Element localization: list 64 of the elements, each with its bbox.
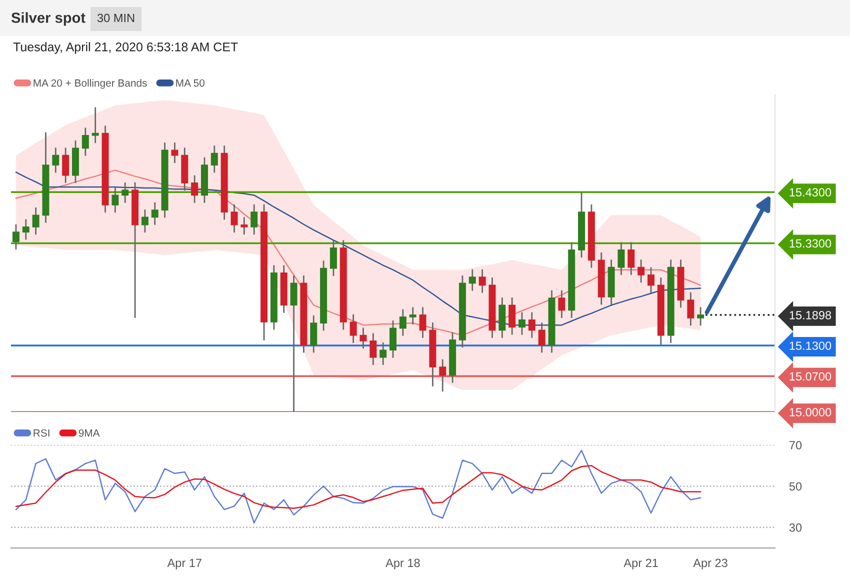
candlestick: [638, 258, 645, 284]
x-tick-label: Apr 18: [386, 558, 420, 570]
y-tick-label: 15.1300: [790, 342, 832, 350]
candlestick: [22, 218, 30, 240]
y-tick-label: 15.0000: [790, 408, 832, 416]
candlestick: [290, 274, 298, 412]
line-series: [15, 464, 702, 509]
candlestick: [399, 308, 406, 337]
candlestick: [468, 268, 476, 292]
chart-title: Silver spot: [11, 12, 86, 26]
legend-label: MA 20 + Bollinger Bands: [34, 79, 147, 89]
candlestick: [210, 144, 218, 174]
candlestick: [141, 208, 148, 234]
y-tick-label: 50: [789, 482, 802, 491]
candlestick: [618, 242, 625, 276]
candlestick: [538, 322, 546, 354]
candlestick: [478, 268, 486, 294]
candlestick: [92, 106, 99, 144]
candlestick: [687, 292, 694, 326]
candlestick: [419, 306, 426, 339]
chart-subtitle: Tuesday, April 21, 2020 6:53:18 AM CET: [13, 42, 238, 54]
legend-label: MA 50: [176, 79, 204, 87]
candlestick: [697, 306, 704, 326]
candlestick: [12, 224, 20, 250]
candlestick: [409, 306, 416, 326]
legend-label: RSI: [34, 429, 50, 437]
candlestick: [82, 127, 89, 157]
candlestick: [360, 326, 367, 350]
candlestick: [518, 312, 526, 336]
x-tick-label: Apr 23: [693, 558, 728, 570]
candlestick: [32, 206, 40, 236]
candlestick: [439, 358, 446, 392]
y-tick-label: 15.0700: [790, 372, 832, 381]
candlestick: [647, 266, 654, 294]
candlestick: [390, 320, 396, 358]
y-tick-label: 15.3300: [790, 239, 832, 248]
candlestick: [558, 290, 566, 319]
candlestick: [508, 296, 516, 336]
candlestick: [62, 146, 70, 184]
y-tick-label: 15.1898: [790, 310, 832, 320]
candlestick: [122, 182, 129, 204]
candlestick: [230, 204, 238, 234]
candlestick: [151, 202, 158, 226]
text: 30 MIN: [97, 14, 134, 22]
candlestick: [330, 240, 337, 277]
y-tick-label: 30: [789, 523, 802, 532]
candlestick: [370, 332, 377, 366]
y-tick-label: 15.4300: [790, 188, 832, 197]
candlestick: [112, 186, 119, 214]
candlestick: [240, 216, 248, 236]
y-tick-label: 70: [789, 441, 802, 450]
candlestick: [350, 314, 357, 344]
x-tick-label: Apr 17: [167, 558, 202, 570]
candlestick: [628, 242, 635, 276]
line-series: [15, 450, 702, 524]
candlestick: [528, 312, 536, 339]
candlestick: [171, 142, 178, 164]
candlestick: [52, 146, 60, 174]
x-tick-label: Apr 21: [624, 558, 658, 570]
candlestick: [310, 314, 318, 354]
candlestick: [191, 174, 198, 204]
candlestick: [250, 204, 258, 236]
candlestick: [380, 342, 387, 366]
legend-label: 9MA: [78, 429, 100, 437]
